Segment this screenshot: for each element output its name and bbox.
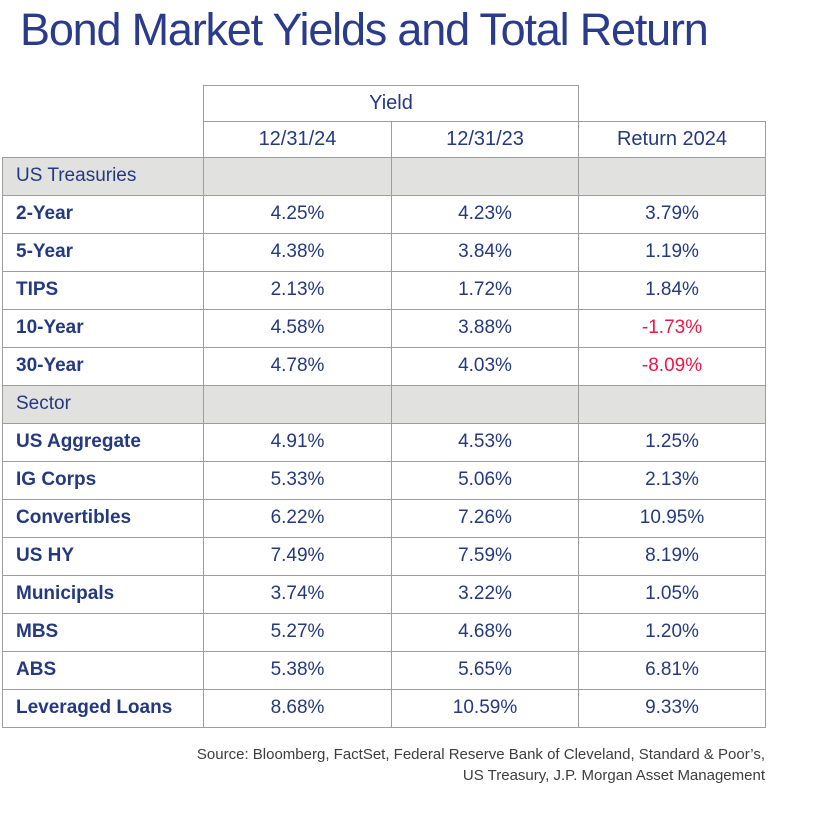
row-label: US Aggregate (2, 422, 204, 462)
table-row: 2-Year 4.25% 4.23% 3.79% (2, 194, 767, 234)
return-2024-cell: 8.19% (578, 536, 767, 576)
table-row: US HY 7.49% 7.59% 8.19% (2, 536, 767, 576)
table-row: MBS 5.27% 4.68% 1.20% (2, 612, 767, 652)
yield-24-cell: 4.38% (203, 232, 392, 272)
return-2024-cell: 2.13% (578, 460, 767, 500)
row-label: Leveraged Loans (2, 688, 204, 728)
header-columns-row: 12/31/24 12/31/23 Return 2024 (2, 120, 767, 158)
yield-24-cell: 7.49% (203, 536, 392, 576)
table-header: Yield 12/31/24 12/31/23 Return 2024 (2, 84, 767, 158)
return-2024-cell: 6.81% (578, 650, 767, 690)
yield-23-cell: 10.59% (390, 688, 580, 728)
yield-23-cell: 3.88% (390, 308, 580, 348)
yield-24-cell: 5.33% (203, 460, 392, 500)
return-2024-cell: 1.84% (578, 270, 767, 310)
source-note: Source: Bloomberg, FactSet, Federal Rese… (0, 744, 765, 788)
header-spacer-cell (578, 85, 766, 122)
return-2024-cell (578, 384, 767, 424)
yield-23-cell: 3.22% (390, 574, 580, 614)
section-label: US Treasuries (2, 156, 204, 196)
table-row: ABS 5.38% 5.65% 6.81% (2, 650, 767, 690)
yield-23-cell: 4.23% (390, 194, 580, 234)
yield-23-cell: 7.26% (390, 498, 580, 538)
return-2024-cell (578, 156, 767, 196)
col-header-return-2024: Return 2024 (578, 120, 767, 158)
row-label: TIPS (2, 270, 204, 310)
yield-24-cell: 6.22% (203, 498, 392, 538)
yield-24-cell: 4.25% (203, 194, 392, 234)
yield-24-cell: 5.38% (203, 650, 392, 690)
return-2024-cell: 1.19% (578, 232, 767, 272)
row-label: 5-Year (2, 232, 204, 272)
table-row: US Aggregate 4.91% 4.53% 1.25% (2, 422, 767, 462)
header-spacer-cell (2, 85, 204, 122)
table-row: Municipals 3.74% 3.22% 1.05% (2, 574, 767, 614)
yield-24-cell: 8.68% (203, 688, 392, 728)
return-2024-cell: -8.09% (578, 346, 767, 386)
row-label: MBS (2, 612, 204, 652)
return-2024-cell: -1.73% (578, 308, 767, 348)
return-2024-cell: 10.95% (578, 498, 767, 538)
yield-24-cell: 4.78% (203, 346, 392, 386)
page: Bond Market Yields and Total Return Yiel… (0, 4, 838, 824)
return-2024-cell: 1.25% (578, 422, 767, 462)
header-spacer-cell (2, 121, 204, 158)
row-label: Convertibles (2, 498, 204, 538)
yield-23-cell: 1.72% (390, 270, 580, 310)
source-line-2: US Treasury, J.P. Morgan Asset Managemen… (462, 767, 765, 785)
table-row: Leveraged Loans 8.68% 10.59% 9.33% (2, 688, 767, 728)
row-label: 2-Year (2, 194, 204, 234)
table-row: TIPS 2.13% 1.72% 1.84% (2, 270, 767, 310)
yield-24-cell (203, 156, 392, 196)
table-row: 5-Year 4.38% 3.84% 1.19% (2, 232, 767, 272)
page-title: Bond Market Yields and Total Return (20, 4, 709, 55)
section-row: Sector (2, 384, 767, 424)
yield-23-cell: 4.03% (390, 346, 580, 386)
yield-24-cell: 2.13% (203, 270, 392, 310)
yield-24-cell (203, 384, 392, 424)
bond-yields-table: Yield 12/31/24 12/31/23 Return 2024 US T… (2, 84, 767, 728)
return-2024-cell: 3.79% (578, 194, 767, 234)
yield-24-cell: 3.74% (203, 574, 392, 614)
yield-23-cell: 5.65% (390, 650, 580, 690)
section-row: US Treasuries (2, 156, 767, 196)
return-2024-cell: 1.20% (578, 612, 767, 652)
return-2024-cell: 9.33% (578, 688, 767, 728)
row-label: 10-Year (2, 308, 204, 348)
table-row: 30-Year 4.78% 4.03% -8.09% (2, 346, 767, 386)
yield-23-cell: 3.84% (390, 232, 580, 272)
header-group-row: Yield (2, 84, 766, 122)
yield-23-cell (390, 384, 580, 424)
yield-23-cell: 5.06% (390, 460, 580, 500)
table-body: US Treasuries 2-Year 4.25% 4.23% 3.79% 5-Year… (2, 156, 767, 728)
table-row: Convertibles 6.22% 7.26% 10.95% (2, 498, 767, 538)
yield-group-header: Yield (202, 84, 580, 122)
yield-23-cell: 4.53% (390, 422, 580, 462)
source-line-1: Source: Bloomberg, FactSet, Federal Rese… (196, 745, 765, 763)
table-row: IG Corps 5.33% 5.06% 2.13% (2, 460, 767, 500)
yield-23-cell (390, 156, 580, 196)
yield-23-cell: 4.68% (390, 612, 580, 652)
row-label: Municipals (2, 574, 204, 614)
yield-24-cell: 4.58% (203, 308, 392, 348)
row-label: ABS (2, 650, 204, 690)
yield-23-cell: 7.59% (390, 536, 580, 576)
col-header-date-2024: 12/31/24 (203, 120, 392, 158)
return-2024-cell: 1.05% (578, 574, 767, 614)
section-label: Sector (2, 384, 204, 424)
row-label: US HY (2, 536, 204, 576)
row-label: 30-Year (2, 346, 204, 386)
yield-24-cell: 4.91% (203, 422, 392, 462)
row-label: IG Corps (2, 460, 204, 500)
table-row: 10-Year 4.58% 3.88% -1.73% (2, 308, 767, 348)
col-header-date-2023: 12/31/23 (390, 120, 580, 158)
yield-24-cell: 5.27% (203, 612, 392, 652)
